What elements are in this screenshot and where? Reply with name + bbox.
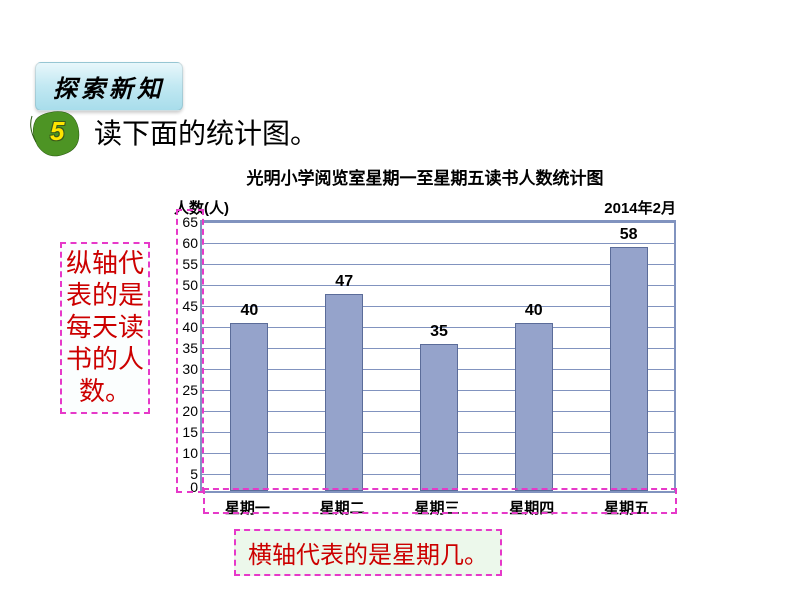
- leaf-icon: 5: [30, 106, 86, 158]
- grid-line: [202, 243, 674, 244]
- ytick-label: 50: [182, 277, 198, 293]
- grid-line: [202, 264, 674, 265]
- bullet-row: 5 读下面的统计图。: [30, 106, 318, 158]
- ytick-label: 60: [182, 235, 198, 251]
- bar: 35: [420, 344, 458, 491]
- chart: 光明小学阅览室星期一至星期五读书人数统计图 人数(人) 2014年2月 0510…: [170, 164, 680, 517]
- bar-value-label: 47: [335, 273, 353, 291]
- bar-value-label: 58: [620, 226, 638, 244]
- bar: 58: [610, 247, 648, 491]
- instruction-text: 读下面的统计图。: [94, 112, 318, 152]
- ytick-label: 40: [182, 319, 198, 335]
- bar-value-label: 35: [430, 323, 448, 341]
- ytick-label: 55: [182, 256, 198, 272]
- ytick-label: 30: [182, 361, 198, 377]
- xaxis-callout: 横轴代表的是星期几。: [234, 529, 502, 576]
- grid-line: [202, 306, 674, 307]
- ytick-label: 65: [182, 214, 198, 230]
- section-title: 探索新知: [35, 62, 183, 111]
- section-header: 探索新知: [35, 62, 183, 111]
- bar: 40: [230, 323, 268, 491]
- xtick-label: 星期一: [225, 497, 270, 518]
- slide: 探索新知 5 读下面的统计图。 纵轴代表的是每天读书的人数。 横轴代表的是星期几…: [0, 0, 794, 596]
- xtick-label: 星期四: [509, 497, 554, 518]
- ytick-label: 35: [182, 340, 198, 356]
- chart-meta: 人数(人) 2014年2月: [170, 197, 680, 220]
- chart-date: 2014年2月: [604, 197, 676, 218]
- yaxis-callout: 纵轴代表的是每天读书的人数。: [60, 242, 150, 414]
- yaxis-callout-text: 纵轴代表的是每天读书的人数。: [64, 248, 146, 408]
- grid-line: [202, 222, 674, 223]
- x-axis: 星期一 星期二 星期三 星期四 星期五: [200, 493, 676, 517]
- ytick-label: 20: [182, 403, 198, 419]
- xaxis-callout-text: 横轴代表的是星期几。: [248, 535, 488, 570]
- xtick-label: 星期五: [604, 497, 649, 518]
- bar-value-label: 40: [525, 302, 543, 320]
- bar-value-label: 40: [240, 302, 258, 320]
- ytick-label: 5: [190, 466, 198, 482]
- ytick-label: 45: [182, 298, 198, 314]
- chart-title: 光明小学阅览室星期一至星期五读书人数统计图: [170, 164, 680, 189]
- ytick-label: 10: [182, 445, 198, 461]
- grid-line: [202, 285, 674, 286]
- ytick-label: 15: [182, 424, 198, 440]
- xtick-label: 星期三: [414, 497, 459, 518]
- bar: 40: [515, 323, 553, 491]
- xtick-label: 星期二: [320, 497, 365, 518]
- bar: 47: [325, 294, 363, 491]
- plot-area: 051015202530354045505560654047354058: [200, 220, 676, 493]
- ytick-label: 25: [182, 382, 198, 398]
- bullet-number: 5: [50, 116, 64, 147]
